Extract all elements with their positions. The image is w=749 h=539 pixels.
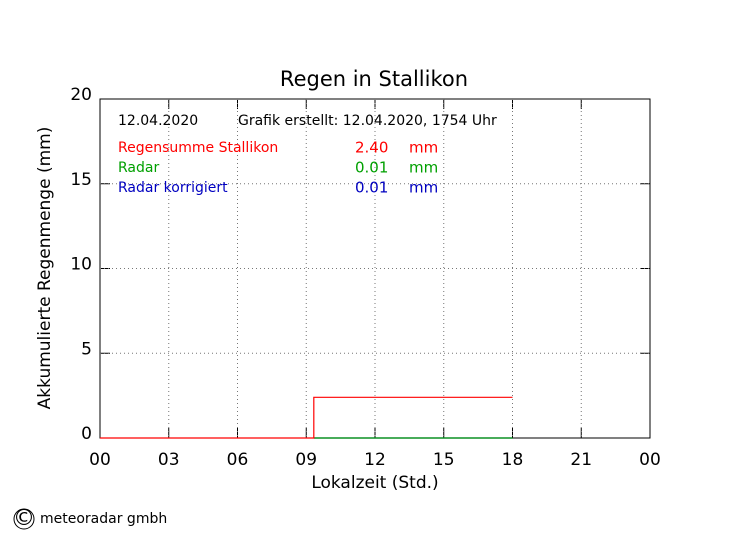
legend-unit: mm	[409, 159, 438, 177]
x-tick-label: 12	[364, 450, 386, 470]
x-tick-label: 09	[295, 450, 317, 470]
legend-name: Radar	[118, 160, 159, 176]
chart-title: Regen in Stallikon	[280, 67, 468, 91]
y-tick-label: 0	[81, 424, 92, 444]
x-tick-label: 21	[570, 450, 592, 470]
legend-total: 0.01	[355, 159, 388, 177]
credit-circle	[13, 508, 35, 530]
x-tick-label: 03	[158, 450, 180, 470]
legend-total: 0.01	[355, 179, 388, 197]
y-axis-label: Akkumulierte Regenmenge (mm)	[35, 127, 55, 410]
legend-unit: mm	[409, 179, 438, 197]
y-tick-label: 10	[70, 255, 92, 275]
legend-unit: mm	[409, 139, 438, 157]
x-axis-label: Lokalzeit (Std.)	[311, 473, 438, 493]
y-tick-label: 5	[81, 339, 92, 359]
x-tick-label: 06	[227, 450, 249, 470]
legend-total: 2.40	[355, 139, 388, 157]
legend-name: Regensumme Stallikon	[118, 140, 278, 156]
series-line	[100, 396, 513, 439]
x-tick-label: 15	[433, 450, 455, 470]
credit-symbol: ©	[13, 506, 35, 531]
created-note: Grafik erstellt: 12.04.2020, 1754 Uhr	[238, 113, 497, 129]
x-tick-label: 00	[89, 450, 111, 470]
date: 12.04.2020	[118, 113, 198, 129]
x-tick-label: 18	[502, 450, 524, 470]
credit: meteoradar gmbh	[40, 511, 167, 527]
legend-name: Radar korrigiert	[118, 180, 228, 196]
x-tick-label: 00	[639, 450, 661, 470]
y-tick-label: 20	[70, 85, 92, 105]
y-tick-label: 15	[70, 170, 92, 190]
